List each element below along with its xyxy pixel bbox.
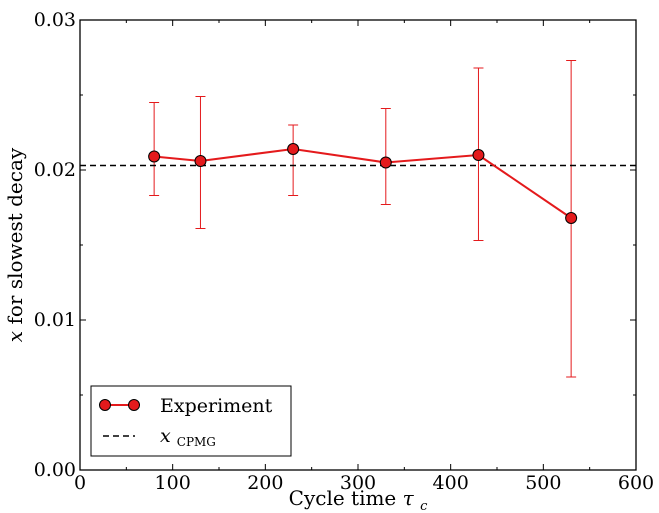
data-point xyxy=(565,212,578,224)
y-axis-ticks: 0.00 0.01 0.02 0.03 xyxy=(34,9,636,481)
x-tick-label: 500 xyxy=(525,472,561,494)
x-axis-label-text: Cycle time xyxy=(289,486,397,510)
y-tick-label: 0.02 xyxy=(34,159,76,181)
legend-experiment-marker-right xyxy=(128,399,140,411)
legend-experiment-label: Experiment xyxy=(160,395,273,417)
x-tick-label: 300 xyxy=(340,472,376,494)
data-point xyxy=(379,156,392,169)
x-tick-label: 200 xyxy=(247,472,283,494)
data-point xyxy=(287,143,300,155)
x-axis-ticks: 0 100 200 300 400 500 600 xyxy=(74,20,654,494)
x-tick-label: 600 xyxy=(618,472,654,494)
experiment-series-line xyxy=(154,147,572,219)
x-axis-label-subscript: c xyxy=(420,499,428,513)
x-tick-label: 0 xyxy=(74,472,86,494)
legend-cpmg-subscript: CPMG xyxy=(177,435,216,449)
experiment-markers xyxy=(148,143,578,224)
legend: Experiment x CPMG xyxy=(90,385,292,457)
legend-experiment-marker-left xyxy=(99,399,111,411)
data-point xyxy=(472,149,485,161)
y-tick-label: 0.00 xyxy=(34,459,76,481)
legend-box xyxy=(90,385,292,457)
y-tick-label: 0.03 xyxy=(34,9,76,31)
x-axis-label: Cycle time τ c xyxy=(289,486,428,513)
error-bars xyxy=(149,60,577,378)
y-axis-label: x for slowest decay xyxy=(3,147,27,342)
x-tick-label: 100 xyxy=(155,472,191,494)
y-tick-label: 0.01 xyxy=(34,309,76,331)
y-axis-label-symbol: x xyxy=(3,331,27,342)
legend-cpmg-label: x CPMG xyxy=(160,425,216,449)
y-axis-label-text: for slowest decay xyxy=(3,147,27,324)
legend-cpmg-symbol: x xyxy=(160,425,171,447)
data-point xyxy=(148,150,161,163)
x-tick-label: 400 xyxy=(433,472,469,494)
data-point xyxy=(194,155,207,167)
x-axis-label-symbol: τ xyxy=(403,486,415,510)
